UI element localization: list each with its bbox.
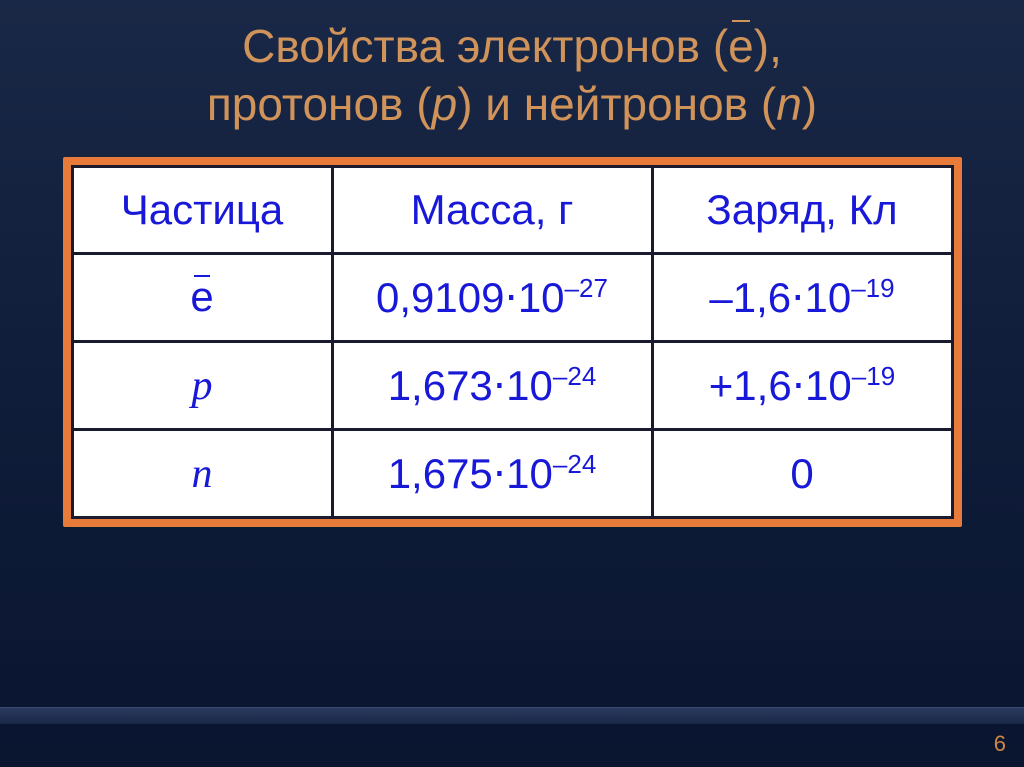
header-mass: Масса, г [332, 167, 652, 254]
particle-table-wrap: Частица Масса, г Заряд, Кл e 0,9109⋅10–2… [63, 157, 962, 527]
cell-mass: 1,675⋅10–24 [332, 430, 652, 518]
cell-particle: e [72, 254, 332, 342]
cell-particle: n [72, 430, 332, 518]
table-row: e 0,9109⋅10–27 –1,6⋅10–19 [72, 254, 952, 342]
cell-charge: –1,6⋅10–19 [652, 254, 952, 342]
header-particle: Частица [72, 167, 332, 254]
table-header-row: Частица Масса, г Заряд, Кл [72, 167, 952, 254]
page-number: 6 [994, 731, 1006, 757]
footer-divider [0, 707, 1024, 725]
particle-table: Частица Масса, г Заряд, Кл e 0,9109⋅10–2… [71, 165, 954, 519]
slide-title: Свойства электронов (e),протонов (p) и н… [207, 18, 817, 133]
cell-charge: 0 [652, 430, 952, 518]
cell-mass: 0,9109⋅10–27 [332, 254, 652, 342]
cell-mass: 1,673⋅10–24 [332, 342, 652, 430]
cell-charge: +1,6⋅10–19 [652, 342, 952, 430]
slide-container: Свойства электронов (e),протонов (p) и н… [0, 0, 1024, 767]
cell-particle: p [72, 342, 332, 430]
table-row: n 1,675⋅10–24 0 [72, 430, 952, 518]
header-charge: Заряд, Кл [652, 167, 952, 254]
table-row: p 1,673⋅10–24 +1,6⋅10–19 [72, 342, 952, 430]
